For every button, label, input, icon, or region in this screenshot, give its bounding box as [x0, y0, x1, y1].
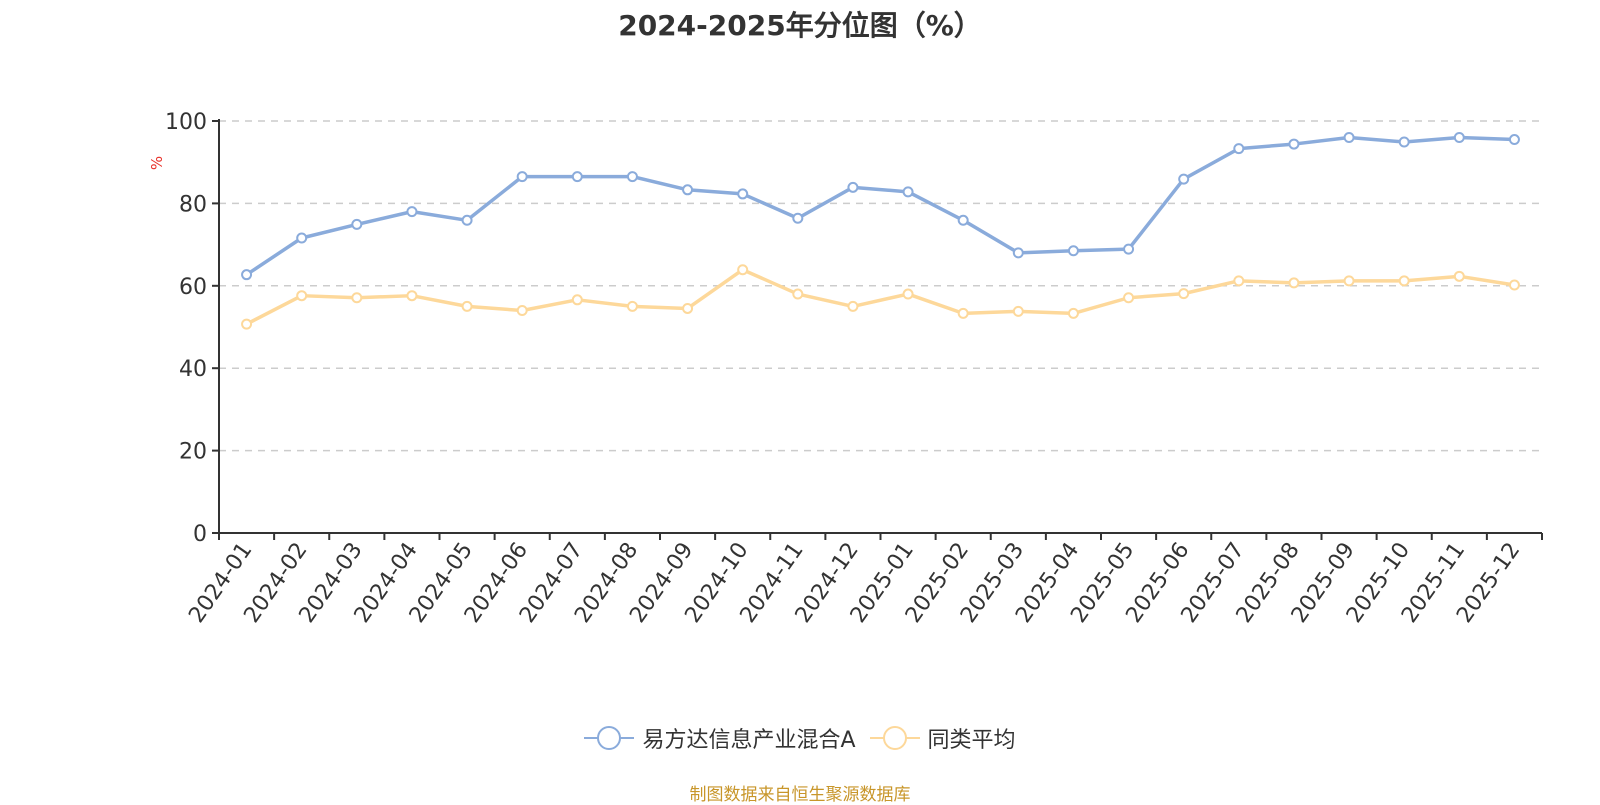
- data-point[interactable]: [1453, 131, 1465, 143]
- y-tick-label: 20: [179, 440, 207, 465]
- data-point[interactable]: [1453, 270, 1465, 282]
- data-point[interactable]: [902, 186, 914, 198]
- data-point[interactable]: [406, 290, 418, 302]
- data-point[interactable]: [1178, 173, 1190, 185]
- grid-lines: [219, 120, 1542, 452]
- data-point[interactable]: [516, 305, 528, 317]
- legend-label: 同类平均: [927, 728, 1016, 753]
- data-point[interactable]: [1123, 292, 1135, 304]
- data-point[interactable]: [1012, 247, 1024, 259]
- chart-title: 2024-2025年分位图（%）: [618, 9, 982, 42]
- data-point[interactable]: [626, 300, 638, 312]
- data-point[interactable]: [1508, 134, 1520, 146]
- legend-line-circle-icon: [584, 725, 635, 751]
- data-point[interactable]: [792, 288, 804, 300]
- data-point[interactable]: [626, 171, 638, 183]
- data-point[interactable]: [461, 300, 473, 312]
- y-tick-label: 0: [193, 522, 207, 547]
- data-point[interactable]: [902, 288, 914, 300]
- data-point[interactable]: [957, 307, 969, 319]
- series-line: [245, 267, 1515, 326]
- data-point[interactable]: [1398, 136, 1410, 148]
- data-point[interactable]: [1123, 243, 1135, 255]
- data-point[interactable]: [792, 212, 804, 224]
- data-point[interactable]: [1233, 143, 1245, 155]
- legend: 易方达信息产业混合A 同类平均: [0, 722, 1600, 754]
- data-point[interactable]: [737, 188, 749, 200]
- data-point[interactable]: [1288, 138, 1300, 150]
- data-point[interactable]: [461, 214, 473, 226]
- series-line: [245, 135, 1515, 277]
- y-axis-label: %: [148, 156, 166, 170]
- data-point[interactable]: [1012, 305, 1024, 317]
- data-point[interactable]: [571, 171, 583, 183]
- data-point[interactable]: [241, 269, 253, 281]
- data-point[interactable]: [406, 206, 418, 218]
- data-point[interactable]: [1067, 245, 1079, 257]
- data-point[interactable]: [1067, 307, 1079, 319]
- y-tick-label: 60: [179, 275, 207, 300]
- x-axis: 2024-012024-022024-032024-042024-052024-…: [184, 532, 1543, 628]
- series: [241, 264, 1520, 330]
- data-point[interactable]: [1178, 288, 1190, 300]
- y-tick-label: 80: [179, 192, 207, 217]
- data-point[interactable]: [847, 300, 859, 312]
- data-point[interactable]: [241, 318, 253, 330]
- data-point[interactable]: [516, 171, 528, 183]
- y-tick-label: 40: [179, 357, 207, 382]
- data-point[interactable]: [296, 290, 308, 302]
- data-point[interactable]: [737, 264, 749, 276]
- data-point[interactable]: [847, 181, 859, 193]
- legend-item-fund[interactable]: 易方达信息产业混合A: [584, 722, 856, 754]
- data-point[interactable]: [957, 214, 969, 226]
- data-point[interactable]: [682, 302, 694, 314]
- y-tick-label: 100: [165, 110, 207, 135]
- series-lines: [241, 131, 1520, 330]
- data-point[interactable]: [571, 294, 583, 306]
- data-source-note: 制图数据来自恒生聚源数据库: [689, 785, 911, 805]
- series: [241, 131, 1520, 281]
- data-point[interactable]: [1398, 275, 1410, 287]
- data-point[interactable]: [1343, 131, 1355, 143]
- data-point[interactable]: [1288, 277, 1300, 289]
- data-point[interactable]: [296, 232, 308, 244]
- data-point[interactable]: [682, 184, 694, 196]
- legend-label: 易方达信息产业混合A: [642, 728, 856, 753]
- data-point[interactable]: [1233, 275, 1245, 287]
- data-point[interactable]: [351, 218, 363, 230]
- legend-line-circle-icon: [869, 725, 920, 751]
- y-axis: 0 20 40 60 80 100%: [148, 110, 220, 547]
- legend-item-category-average[interactable]: 同类平均: [869, 722, 1016, 754]
- data-point[interactable]: [1508, 279, 1520, 291]
- data-point[interactable]: [1343, 275, 1355, 287]
- data-point[interactable]: [351, 292, 363, 304]
